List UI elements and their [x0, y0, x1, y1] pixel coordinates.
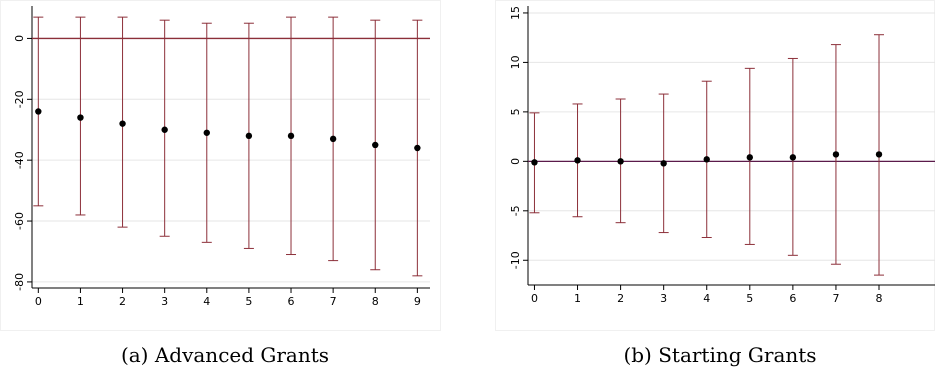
point-estimate [703, 156, 710, 163]
x-tick-label: 2 [119, 295, 126, 308]
x-tick-label: 0 [531, 292, 538, 305]
x-tick-label: 6 [288, 295, 295, 308]
x-tick-label: 1 [77, 295, 84, 308]
x-tick-label: 4 [203, 295, 210, 308]
x-tick-label: 2 [617, 292, 624, 305]
point-estimate [414, 144, 421, 152]
y-tick-label: -5 [509, 205, 522, 216]
x-tick-label: 1 [574, 292, 581, 305]
x-tick-label: 8 [876, 292, 883, 305]
point-estimate [789, 154, 797, 161]
point-estimate [329, 135, 337, 143]
y-tick-label: -20 [13, 90, 26, 108]
point-estimate [617, 158, 624, 165]
point-estimate [77, 114, 84, 121]
y-tick-label: 0 [13, 35, 26, 42]
y-tick-label: -80 [13, 273, 26, 291]
point-estimate [35, 108, 42, 115]
point-estimate [245, 132, 253, 140]
x-tick-label: 4 [703, 292, 710, 305]
point-estimate [119, 120, 126, 127]
point-estimate [531, 159, 538, 166]
point-estimate [832, 151, 840, 158]
point-estimate [372, 141, 379, 149]
point-estimate [746, 154, 754, 161]
x-tick-label: 6 [789, 292, 796, 305]
panel-frame [495, 0, 935, 331]
y-tick-label: 5 [509, 108, 522, 115]
x-tick-label: 0 [35, 295, 42, 308]
x-tick-label: 5 [245, 295, 252, 308]
x-tick-label: 3 [161, 295, 168, 308]
panel-starting-grants: 15 10 5 0 -5 -10 0 1 2 3 4 5 6 7 8 [495, 0, 935, 331]
x-tick-label: 9 [414, 295, 421, 308]
y-tick-label: -10 [509, 251, 522, 269]
y-tick-label: -60 [13, 212, 26, 230]
x-tick-label: 7 [330, 295, 337, 308]
panel-advanced-grants: 0 -20 -40 -60 -80 0 1 2 3 4 5 6 7 8 9 [0, 0, 441, 331]
point-estimate [574, 157, 581, 164]
caption-advanced-grants: (a) Advanced Grants [121, 343, 329, 367]
point-estimate [660, 160, 667, 167]
x-tick-label: 3 [660, 292, 667, 305]
x-tick-label: 7 [832, 292, 839, 305]
point-estimate [203, 129, 210, 136]
y-tick-label: 0 [509, 158, 522, 165]
x-tick-label: 5 [746, 292, 753, 305]
y-tick-label: 15 [509, 6, 522, 20]
y-tick-label: -40 [13, 151, 26, 169]
y-tick-label: 10 [509, 55, 522, 69]
caption-starting-grants: (b) Starting Grants [623, 343, 816, 367]
point-estimate [875, 151, 883, 158]
panel-frame [0, 0, 441, 331]
x-tick-label: 8 [372, 295, 379, 308]
point-estimate [161, 126, 168, 133]
point-estimate [287, 132, 295, 140]
